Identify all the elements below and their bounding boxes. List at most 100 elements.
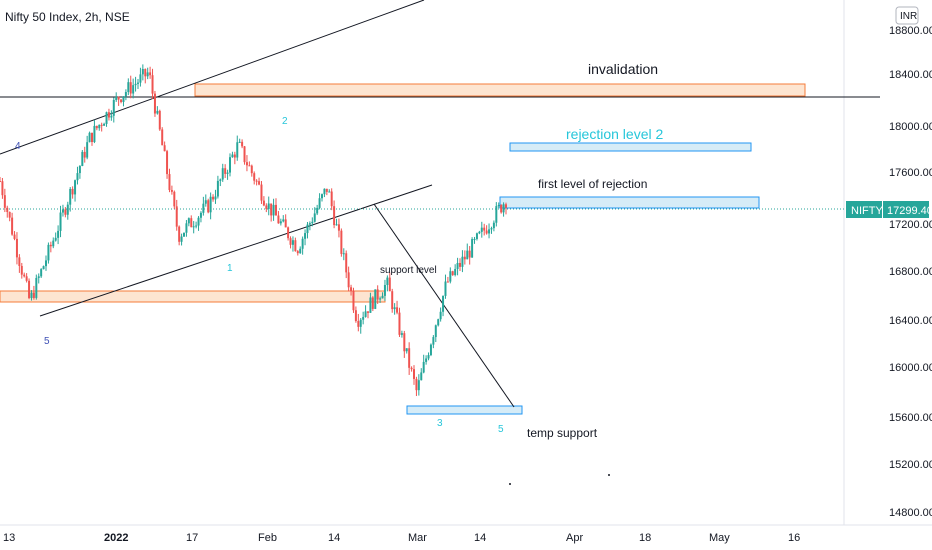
- candle-body: [267, 203, 270, 209]
- candle-body: [190, 218, 193, 228]
- candle-body: [296, 251, 299, 254]
- candle-body: [333, 206, 336, 226]
- candle-body: [442, 295, 445, 312]
- rejection-level-2-zone[interactable]: [509, 142, 752, 152]
- candle-body: [139, 74, 142, 83]
- candle-body: [340, 230, 343, 254]
- candle-body: [163, 145, 166, 152]
- candle-body: [262, 200, 265, 206]
- candle-body: [175, 206, 178, 227]
- candle-body: [396, 307, 399, 313]
- candle-body: [473, 238, 476, 240]
- candle-body: [28, 280, 31, 299]
- currency-badge[interactable]: INR: [895, 6, 919, 25]
- candle-body: [352, 290, 355, 311]
- candle-body: [381, 295, 384, 299]
- candle-body: [180, 236, 183, 242]
- candle-body: [241, 141, 244, 147]
- candle-body: [427, 355, 430, 359]
- candle-body: [6, 207, 9, 212]
- candle-body: [129, 82, 132, 94]
- wave-label-5: 5: [498, 424, 504, 435]
- candle-body: [168, 174, 171, 190]
- candle-body: [197, 217, 200, 226]
- candle-body: [410, 367, 413, 370]
- candle-body: [490, 228, 493, 230]
- candle-body: [170, 189, 173, 192]
- candle-body: [95, 125, 98, 129]
- candle-body: [37, 276, 40, 278]
- lower-channel-line[interactable]: [39, 184, 433, 317]
- candle-body: [137, 82, 139, 84]
- upper-channel-line[interactable]: [0, 0, 425, 155]
- wave-label-2: 2: [282, 116, 288, 127]
- currency-label: INR: [900, 11, 917, 22]
- candle-body: [454, 268, 457, 276]
- candle-body: [299, 248, 302, 254]
- x-tick: Apr: [566, 532, 583, 544]
- candle-body: [475, 233, 478, 239]
- candle-body: [40, 269, 43, 277]
- candle-body: [226, 172, 229, 174]
- first-rejection-zone[interactable]: [499, 196, 760, 209]
- candle-body: [275, 204, 277, 216]
- candle-body: [434, 325, 437, 338]
- candle-body: [330, 191, 333, 207]
- candle-body: [323, 188, 326, 195]
- candle-body: [313, 213, 316, 222]
- x-tick: 17: [186, 532, 198, 544]
- candle-body: [178, 226, 181, 242]
- candle-body: [64, 209, 67, 215]
- candle-body: [122, 96, 125, 102]
- candle-body: [345, 253, 348, 273]
- candle-body: [335, 224, 338, 226]
- candle-body: [195, 225, 198, 227]
- x-tick: Mar: [408, 532, 427, 544]
- candle-body: [480, 227, 483, 232]
- candle-body: [229, 157, 231, 173]
- candle-body: [272, 204, 275, 216]
- candle-body: [141, 68, 144, 75]
- candle-body: [112, 99, 115, 116]
- candle-body: [405, 348, 408, 352]
- candle-body: [316, 207, 319, 214]
- candle-body: [47, 244, 50, 261]
- candle-body: [156, 110, 159, 114]
- candle-body: [258, 181, 261, 185]
- wave-label-3: 3: [437, 418, 443, 429]
- candle-body: [488, 229, 491, 234]
- candle-body: [337, 224, 340, 231]
- candle-body: [192, 226, 195, 228]
- candle-body: [270, 203, 273, 216]
- y-tick: 14800.00: [889, 507, 932, 519]
- candle-body: [149, 72, 152, 76]
- zones: [0, 83, 806, 415]
- y-tick: 18800.00: [889, 25, 932, 37]
- candle-body: [185, 223, 188, 233]
- invalidation-zone[interactable]: [194, 83, 806, 97]
- candle-body: [158, 110, 161, 130]
- x-tick: 2022: [104, 532, 128, 544]
- candle-body: [204, 200, 207, 204]
- candle-body: [30, 292, 33, 299]
- candle-body: [127, 82, 130, 93]
- price-tag: NIFTY 17299.40: [846, 201, 932, 218]
- support-level-zone[interactable]: [0, 290, 386, 303]
- candle-body: [432, 337, 435, 345]
- candle-body: [98, 124, 101, 129]
- candle-body: [403, 333, 406, 352]
- candle-body: [144, 68, 147, 77]
- candle-body: [83, 151, 86, 158]
- candle-body: [449, 271, 452, 282]
- candle-body: [231, 154, 234, 158]
- candle-body: [105, 112, 108, 124]
- candle-body: [398, 312, 401, 335]
- temp-support-zone[interactable]: [406, 405, 523, 415]
- candle-body: [187, 218, 190, 224]
- candle-body: [219, 179, 222, 181]
- candle-body: [107, 112, 110, 118]
- candle-body: [347, 272, 350, 288]
- chart-title: Nifty 50 Index, 2h, NSE: [5, 10, 130, 24]
- candle-body: [153, 93, 156, 114]
